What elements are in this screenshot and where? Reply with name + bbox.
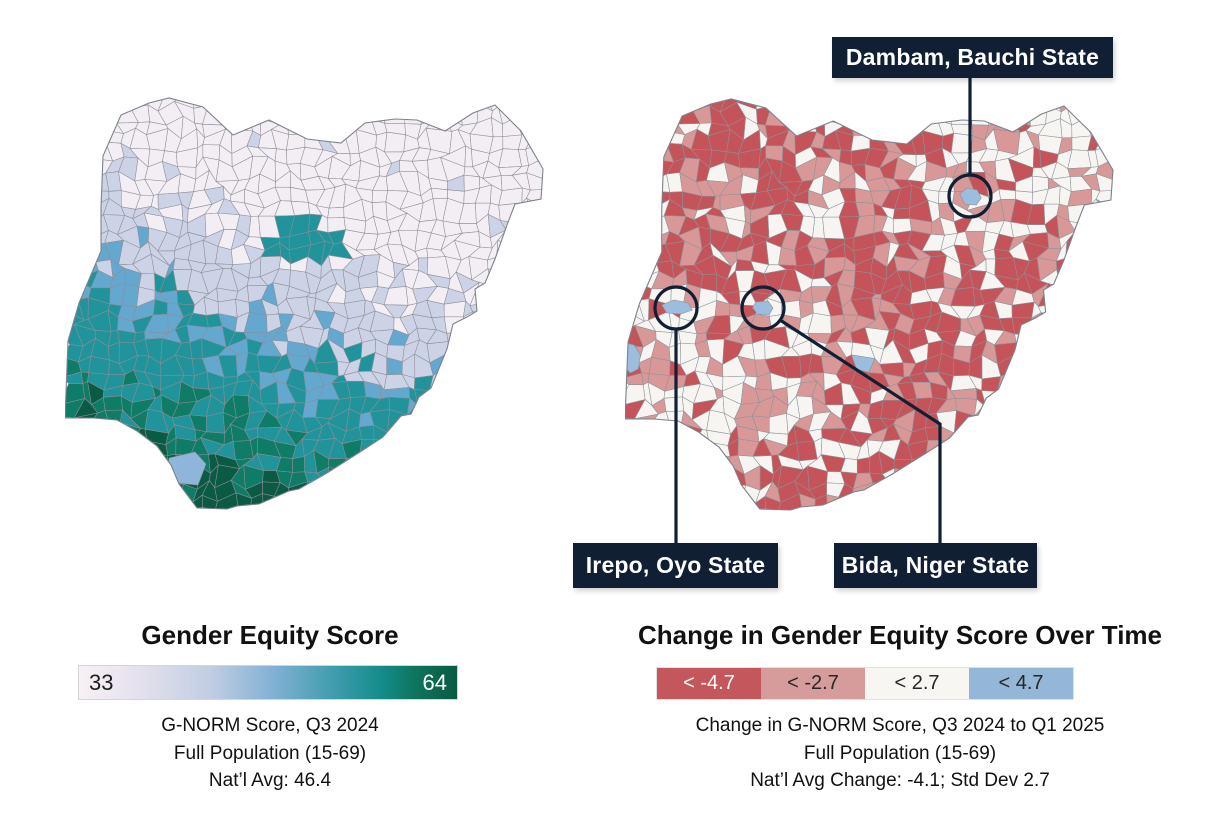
caption-line: Full Population (15-69): [803, 742, 997, 764]
gender-equity-score-map: [65, 97, 544, 510]
legend-min-value: 33: [89, 669, 114, 695]
nigeria-outline: [65, 97, 544, 510]
lga-cells: [65, 98, 543, 509]
legend-segment-1: < -2.7: [761, 668, 865, 699]
right-map-caption: Change in G-NORM Score, Q3 2024 to Q1 20…: [610, 712, 1190, 795]
left-map-title: Gender Equity Score: [141, 620, 399, 650]
callout-label-bida: Bida, Niger State: [834, 543, 1037, 588]
caption-line: G-NORM Score, Q3 2024: [161, 715, 379, 736]
legend-segment-0: < -4.7: [657, 668, 761, 699]
callout-label-irepo: Irepo, Oyo State: [573, 543, 778, 588]
caption-line: Nat’l Avg Change: -4.1; Std Dev 2.7: [750, 770, 1050, 791]
callout-label-dambam: Dambam, Bauchi State: [832, 37, 1113, 78]
lga-cells: [625, 99, 1113, 510]
legend-segment-2: < 2.7: [865, 668, 969, 699]
right-map-title: Change in Gender Equity Score Over Time: [638, 620, 1162, 650]
legend-max-value: 64: [422, 669, 447, 695]
caption-line: Full Population (15-69): [173, 742, 367, 764]
gender-equity-change-map: [625, 98, 1114, 511]
caption-line: Nat’l Avg: 46.4: [208, 770, 332, 791]
left-map-caption: G-NORM Score, Q3 2024 Full Population (1…: [65, 712, 475, 795]
caption-line: Change in G-NORM Score, Q3 2024 to Q1 20…: [695, 715, 1105, 736]
legend-segment-3: < 4.7: [969, 668, 1073, 699]
change-legend-bar: < -4.7 < -2.7 < 2.7 < 4.7: [656, 667, 1074, 700]
score-legend-gradient: 33 64: [78, 665, 458, 700]
